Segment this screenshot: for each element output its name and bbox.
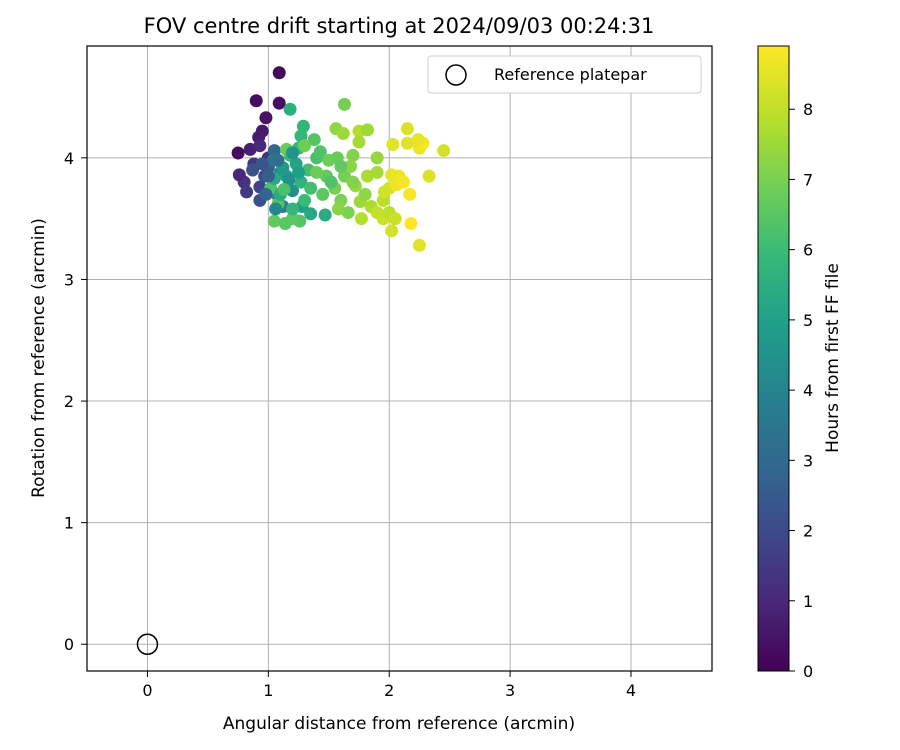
data-point-75 bbox=[397, 175, 411, 189]
data-point-77 bbox=[404, 217, 418, 231]
colorbar-label: Hours from first FF file bbox=[823, 263, 843, 453]
data-point-3 bbox=[259, 111, 273, 125]
colorbar-tick-label-1: 1 bbox=[803, 592, 813, 611]
data-point-42 bbox=[278, 217, 292, 231]
y-tick-label-3: 3 bbox=[64, 270, 74, 289]
data-point-6 bbox=[231, 146, 245, 160]
colorbar-tick-label-5: 5 bbox=[803, 311, 813, 330]
scatter-points bbox=[231, 66, 451, 252]
data-point-104 bbox=[261, 169, 275, 183]
colorbar-gradient bbox=[757, 45, 790, 672]
colorbar-tick-label-8: 8 bbox=[803, 100, 813, 119]
data-point-85 bbox=[422, 169, 436, 183]
y-tick-label-1: 1 bbox=[64, 514, 74, 533]
data-point-100 bbox=[292, 165, 306, 179]
data-point-83 bbox=[411, 133, 425, 147]
data-point-84 bbox=[386, 137, 400, 151]
data-point-111 bbox=[358, 187, 372, 201]
data-point-80 bbox=[400, 136, 414, 150]
data-point-17 bbox=[246, 163, 260, 177]
data-point-86 bbox=[437, 144, 451, 158]
data-point-103 bbox=[255, 157, 269, 171]
data-point-27 bbox=[318, 208, 332, 222]
data-point-29 bbox=[296, 119, 310, 133]
data-point-101 bbox=[269, 202, 283, 216]
data-point-26 bbox=[304, 207, 318, 221]
data-point-69 bbox=[385, 224, 399, 238]
data-point-59 bbox=[344, 159, 358, 173]
data-point-64 bbox=[370, 151, 384, 165]
legend-box bbox=[427, 55, 702, 94]
grid-lines bbox=[87, 46, 712, 671]
data-point-102 bbox=[259, 187, 273, 201]
data-point-93 bbox=[298, 193, 312, 207]
data-point-2 bbox=[272, 96, 286, 110]
data-point-58 bbox=[346, 148, 360, 162]
plot-frame bbox=[86, 45, 713, 672]
data-point-13 bbox=[240, 185, 254, 199]
colorbar-tick-label-2: 2 bbox=[803, 522, 813, 541]
data-point-53 bbox=[337, 97, 351, 111]
data-point-105 bbox=[271, 153, 285, 167]
data-point-87 bbox=[352, 135, 366, 149]
data-point-28 bbox=[283, 102, 297, 116]
x-tick-label-1: 1 bbox=[263, 681, 273, 700]
y-axis-ticks: 0 1 2 3 4 bbox=[64, 149, 87, 654]
data-point-107 bbox=[310, 165, 324, 179]
x-tick-label-4: 4 bbox=[626, 681, 636, 700]
legend-label-reference: Reference platepar bbox=[494, 65, 647, 84]
data-point-1 bbox=[249, 94, 263, 108]
data-point-47 bbox=[298, 139, 312, 153]
y-tick-label-2: 2 bbox=[64, 392, 74, 411]
data-point-106 bbox=[277, 182, 291, 196]
data-point-38 bbox=[313, 145, 327, 159]
colorbar: 0 1 2 3 4 5 6 7 8 Hours from first FF file bbox=[757, 45, 843, 681]
data-point-98 bbox=[286, 146, 300, 160]
data-point-0 bbox=[272, 66, 286, 80]
y-tick-label-0: 0 bbox=[64, 635, 74, 654]
data-point-89 bbox=[331, 202, 345, 216]
data-point-99 bbox=[282, 173, 296, 187]
reference-platepar-marker bbox=[136, 633, 159, 655]
x-tick-label-2: 2 bbox=[384, 681, 394, 700]
colorbar-ticks: 0 1 2 3 4 5 6 7 8 bbox=[789, 100, 813, 681]
legend: Reference platepar bbox=[427, 55, 702, 94]
reference-marker-group bbox=[136, 633, 159, 655]
colorbar-tick-label-0: 0 bbox=[803, 662, 813, 681]
data-point-12 bbox=[232, 168, 246, 182]
chart-title: FOV centre drift starting at 2024/09/03 … bbox=[144, 14, 655, 38]
y-tick-label-4: 4 bbox=[64, 149, 74, 168]
data-point-76 bbox=[403, 187, 417, 201]
colorbar-tick-label-3: 3 bbox=[803, 451, 813, 470]
data-point-65 bbox=[370, 165, 384, 179]
data-point-39 bbox=[307, 133, 321, 147]
data-point-43 bbox=[267, 214, 281, 228]
data-point-108 bbox=[324, 175, 338, 189]
data-point-109 bbox=[334, 159, 348, 173]
colorbar-tick-label-6: 6 bbox=[803, 241, 813, 260]
legend-marker-reference bbox=[445, 64, 467, 86]
data-point-8 bbox=[253, 139, 267, 153]
x-tick-label-3: 3 bbox=[505, 681, 515, 700]
data-point-79 bbox=[400, 122, 414, 136]
data-point-110 bbox=[346, 175, 360, 189]
y-axis-label: Rotation from reference (arcmin) bbox=[29, 218, 49, 498]
data-point-35 bbox=[294, 175, 308, 189]
x-tick-label-0: 0 bbox=[142, 681, 152, 700]
colorbar-tick-label-4: 4 bbox=[803, 381, 813, 400]
data-point-113 bbox=[370, 206, 384, 220]
colorbar-tick-label-7: 7 bbox=[803, 170, 813, 189]
x-axis-label: Angular distance from reference (arcmin) bbox=[223, 714, 575, 734]
data-point-94 bbox=[286, 202, 300, 216]
data-point-90 bbox=[316, 187, 330, 201]
data-point-114 bbox=[377, 185, 391, 199]
data-point-92 bbox=[304, 181, 318, 195]
data-point-57 bbox=[360, 123, 374, 137]
x-axis-ticks: 0 1 2 3 4 bbox=[142, 671, 636, 700]
data-point-63 bbox=[354, 212, 368, 226]
data-point-70 bbox=[388, 212, 402, 226]
data-point-55 bbox=[336, 127, 350, 141]
data-point-78 bbox=[412, 238, 426, 252]
